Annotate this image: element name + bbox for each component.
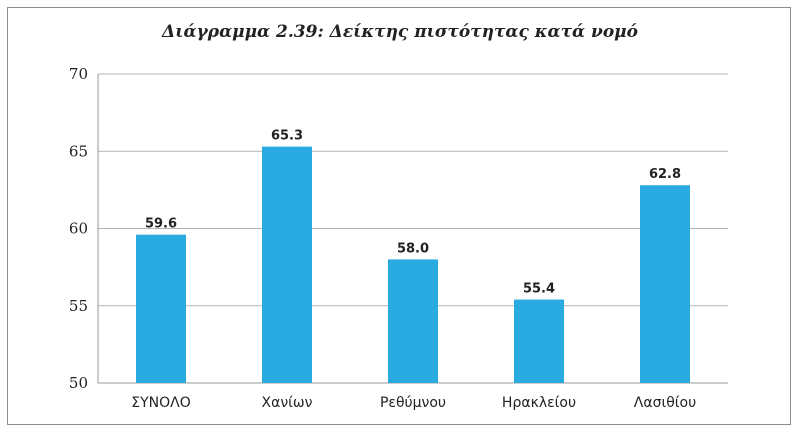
y-tick-label: 55 (69, 297, 88, 315)
data-label: 65.3 (271, 129, 303, 144)
y-tick-label: 60 (69, 220, 88, 238)
data-label: 55.4 (523, 282, 555, 297)
x-tick-label: Ηρακλείου (502, 395, 576, 411)
y-tick-label: 70 (69, 65, 88, 83)
data-label: 58.0 (397, 241, 429, 256)
bar (388, 259, 438, 383)
bar (136, 234, 186, 383)
x-tick-label: Χανίων (262, 395, 313, 411)
bar (514, 299, 564, 383)
data-label: 59.6 (145, 217, 177, 232)
x-tick-label: ΣΥΝΟΛΟ (131, 395, 191, 411)
data-label: 62.8 (649, 167, 681, 182)
bar (640, 185, 690, 383)
bar (262, 146, 312, 383)
y-tick-label: 50 (69, 374, 88, 392)
chart-title: Διάγραμμα 2.39: Δείκτης πιστότητας κατά … (162, 22, 638, 42)
x-tick-label: Λασιθίου (634, 395, 696, 411)
x-tick-label: Ρεθύμνου (380, 395, 446, 411)
y-tick-label: 65 (69, 142, 88, 160)
